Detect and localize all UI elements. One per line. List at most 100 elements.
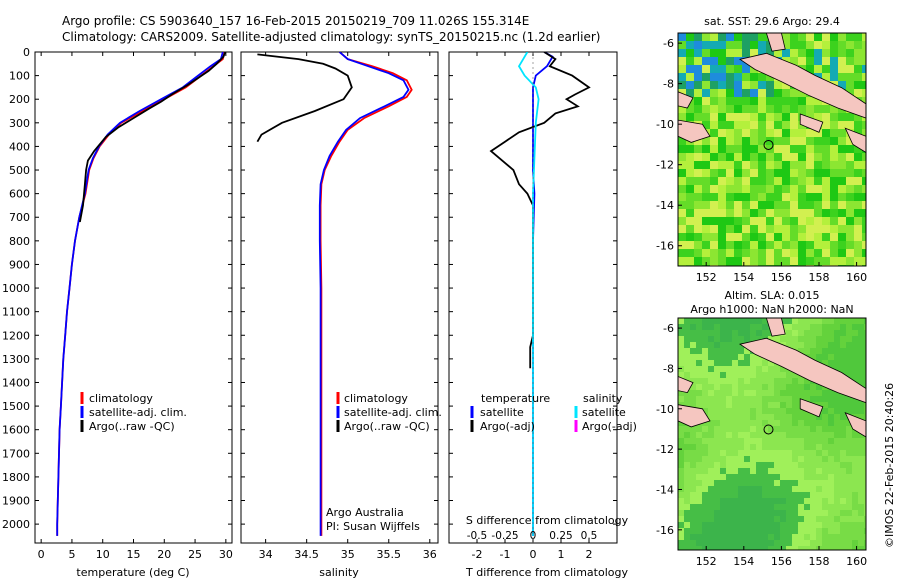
map-x-tick-label: 160 [846,271,867,284]
map-cell [678,468,685,475]
map-cell [792,486,799,493]
map-cell [702,474,709,481]
map-cell [708,330,715,337]
map-cell [840,516,847,523]
map-cell [714,444,721,451]
map-cell [708,420,715,427]
map-cell [852,480,859,487]
map-cell [792,474,799,481]
map-cell [750,105,759,114]
map-cell [756,438,763,445]
map-cell [720,504,727,511]
argo-position-marker [763,424,774,435]
map-cell [822,169,831,178]
map-cell [846,456,853,463]
map-cell [750,241,759,250]
map-cell [810,498,817,505]
map-cell [846,49,855,58]
map-cell [828,444,835,451]
map-cell [798,408,805,415]
map-cell [738,438,745,445]
map-cell [804,462,811,469]
map-cell [834,450,841,457]
map-cell [834,432,841,439]
map-cell [792,498,799,505]
map-cell [690,354,697,361]
temperature-xlabel: temperature (deg C) [76,566,189,579]
map-cell [686,65,695,74]
map-cell [708,456,715,463]
map-cell [732,486,739,493]
map-cell [840,450,847,457]
map-cell [786,390,793,397]
map-cell [766,169,775,178]
map-cell [792,372,799,379]
map-cell [774,105,783,114]
map-cell [726,201,735,210]
map-cell [726,546,733,550]
map-cell [814,97,823,106]
map-cell [742,81,751,90]
map-cell [686,177,695,186]
map-cell [834,474,841,481]
map-cell [696,366,703,373]
map-cell [792,330,799,337]
map-cell [690,468,697,475]
map-cell [810,486,817,493]
map-cell [816,324,823,331]
map-cell [702,185,711,194]
map-x-tick-label: 158 [809,555,830,568]
sla-map-title-line2: Argo h1000: NaN h2000: NaN [690,303,853,316]
map-cell [684,336,691,343]
map-cell [846,528,853,535]
map-cell [720,366,727,373]
map-cell [720,480,727,487]
map-cell [782,145,791,154]
map-cell [690,486,697,493]
map-cell [702,113,711,122]
map-cell [792,522,799,529]
map-cell [774,486,781,493]
map-cell [768,504,775,511]
map-cell [838,233,847,242]
map-cell [790,89,799,98]
map-cell [738,450,745,457]
map-cell [696,432,703,439]
map-cell [702,516,709,523]
map-cell [786,480,793,487]
map-cell [694,113,703,122]
map-cell [750,378,757,385]
map-cell [782,161,791,170]
y-tick-label: 1300 [2,353,30,366]
map-cell [684,426,691,433]
map-cell [718,233,727,242]
map-cell [702,193,711,202]
map-cell [822,241,831,250]
map-cell [708,504,715,511]
map-cell [684,498,691,505]
map-cell [762,432,769,439]
map-cell [678,324,685,331]
map-cell [864,546,866,550]
map-cell [686,193,695,202]
map-cell [822,354,829,361]
map-cell [756,360,763,367]
map-cell [828,330,835,337]
map-cell [744,438,751,445]
map-cell [750,456,757,463]
map-cell [710,41,719,50]
map-cell [862,89,866,98]
map-cell [738,408,745,415]
map-cell [732,504,739,511]
map-cell [756,390,763,397]
map-cell [798,498,805,505]
map-cell [742,137,751,146]
map-cell [822,546,829,550]
map-cell [822,474,829,481]
map-cell [726,408,733,415]
map-cell [696,318,703,325]
map-cell [822,330,829,337]
map-cell [738,348,745,355]
map-cell [678,510,685,517]
map-cell [862,217,866,226]
